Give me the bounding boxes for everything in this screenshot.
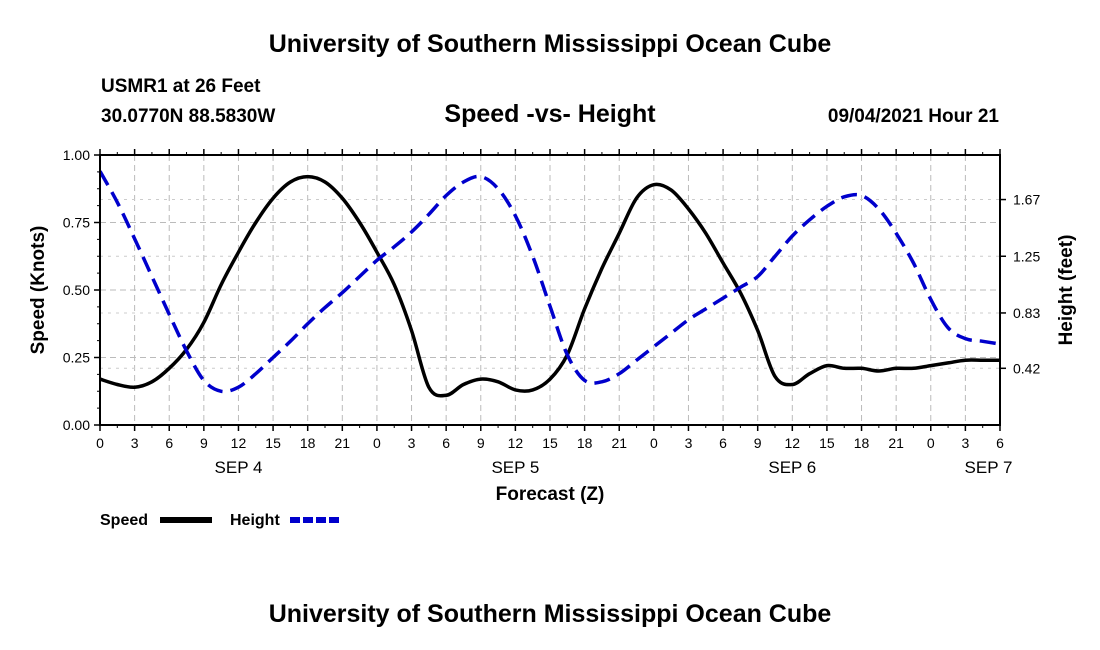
x-tick-label: 21 (335, 435, 351, 451)
x-tick-label: 6 (165, 435, 173, 451)
legend-label-height: Height (230, 512, 280, 529)
x-tick-label: 9 (200, 435, 208, 451)
footer-title: University of Southern Mississippi Ocean… (268, 600, 832, 628)
x-tick-label: 6 (996, 435, 1004, 451)
x-tick-label: 12 (785, 435, 801, 451)
x-axis-title: Forecast (Z) (496, 484, 605, 505)
y-right-tick-label: 0.83 (1013, 305, 1040, 321)
x-tick-label: 15 (265, 435, 281, 451)
series-lines (98, 170, 1001, 398)
x-date-label: SEP 7 (965, 458, 1013, 477)
y-left-tick-label: 0.25 (63, 350, 90, 366)
y-right-tick-label: 1.25 (1013, 248, 1040, 264)
y-right-tick-label: 1.67 (1013, 192, 1040, 208)
x-tick-label: 0 (650, 435, 658, 451)
y-right-tick-label: 0.42 (1013, 360, 1040, 376)
x-tick-label: 12 (508, 435, 524, 451)
x-tick-label: 3 (685, 435, 693, 451)
x-tick-label: 15 (542, 435, 558, 451)
x-tick-label: 21 (888, 435, 904, 451)
issued-timestamp: 09/04/2021 Hour 21 (827, 106, 999, 127)
x-tick-label: 6 (442, 435, 450, 451)
axis-labels: 0 3 6 9 12 15 18 21 0 3 6 9 12 15 18 21 0 3 6 9 12 15 18 21 0 3 6 S… (63, 147, 1041, 477)
y-left-tick-label: 0.75 (63, 215, 90, 231)
x-tick-label: 3 (131, 435, 139, 451)
axis-ticks (94, 149, 1006, 431)
x-tick-label: 0 (96, 435, 104, 451)
series-line-height (98, 170, 1001, 394)
x-tick-label: 6 (719, 435, 727, 451)
x-tick-label: 18 (577, 435, 593, 451)
station-label: USMR1 at 26 Feet (101, 76, 261, 97)
x-tick-label: 3 (961, 435, 969, 451)
x-date-label: SEP 5 (491, 458, 539, 477)
page-title: University of Southern Mississippi Ocean… (268, 30, 832, 58)
x-tick-label: 9 (477, 435, 485, 451)
y-left-tick-label: 0.00 (63, 417, 90, 433)
x-tick-label: 18 (300, 435, 316, 451)
x-tick-label: 9 (754, 435, 762, 451)
x-tick-label: 18 (854, 435, 870, 451)
x-date-label: SEP 4 (215, 458, 263, 477)
x-tick-label: 12 (231, 435, 247, 451)
x-tick-label: 3 (408, 435, 416, 451)
x-tick-label: 21 (611, 435, 627, 451)
y-axis-left-title: Speed (Knots) (28, 226, 49, 355)
legend-label-speed: Speed (100, 512, 148, 529)
x-tick-label: 15 (819, 435, 835, 451)
y-axis-right-title: Height (feet) (1056, 235, 1077, 346)
x-tick-label: 0 (927, 435, 935, 451)
y-left-tick-label: 0.50 (63, 282, 90, 298)
grid (100, 155, 1000, 425)
chart-title: Speed -vs- Height (444, 100, 656, 128)
x-date-label: SEP 6 (768, 458, 816, 477)
legend: Speed Height (100, 512, 342, 529)
station-coordinates: 30.0770N 88.5830W (101, 106, 276, 127)
x-tick-label: 0 (373, 435, 381, 451)
series-line-speed (99, 174, 1000, 398)
y-left-tick-label: 1.00 (63, 147, 90, 163)
